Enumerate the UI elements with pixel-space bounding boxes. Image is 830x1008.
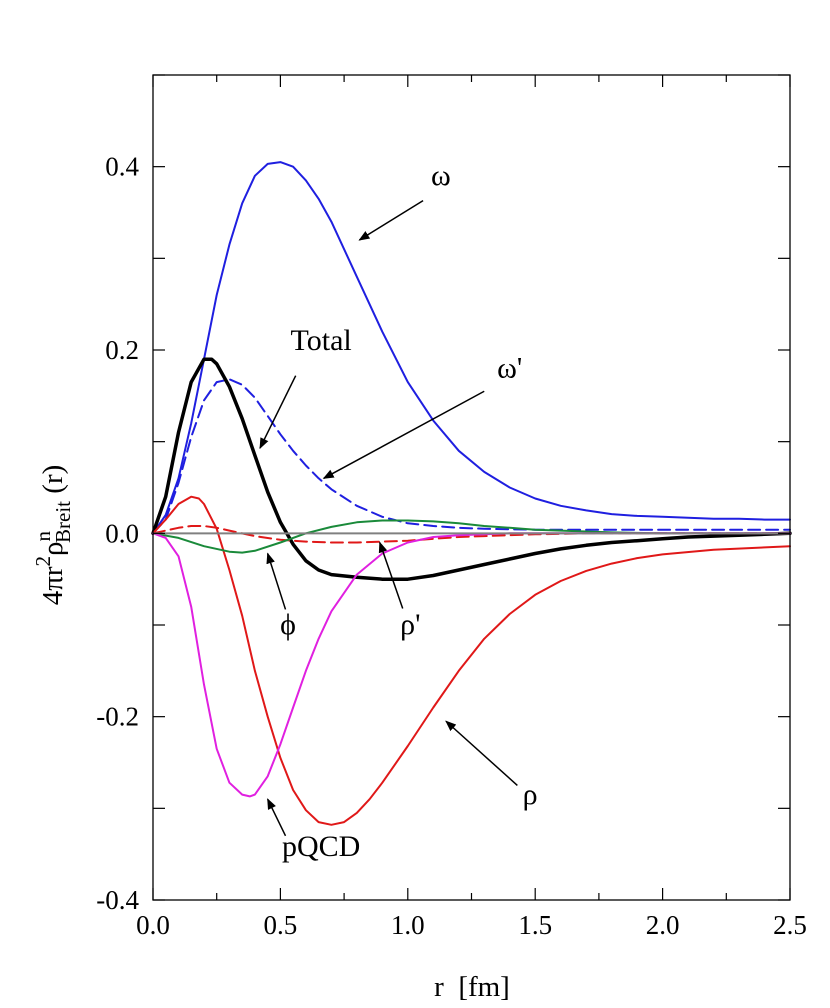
- y-label-suffix: (r): [37, 465, 69, 501]
- series-line-omega-prime: [152, 378, 791, 535]
- series-layer: [151, 161, 792, 826]
- annotation-arrow-omega: [358, 199, 424, 241]
- x-tick-label: 0.5: [264, 910, 298, 940]
- annotation-arrow-total: [259, 375, 297, 450]
- y-label-prefix: 4πr: [37, 566, 69, 605]
- y-axis-label: 4πr2ρnBreit (r): [31, 465, 75, 606]
- y-label-sup2: n: [31, 530, 55, 541]
- y-label-sub: Breit: [51, 501, 75, 543]
- series-line-phi: [152, 519, 791, 554]
- annotation-label-phi: ϕ: [280, 608, 296, 641]
- series-line-rho: [152, 495, 791, 826]
- y-tick-label: 0.0: [105, 518, 139, 548]
- x-axis-label: r [fm]: [434, 971, 510, 1003]
- y-tick-label: 0.4: [105, 152, 139, 182]
- annotation-label-rho: ρ: [523, 778, 538, 811]
- annotation-arrow-omega-prime: [322, 390, 485, 479]
- y-tick-label: 0.2: [105, 335, 139, 365]
- y-tick-label: -0.2: [96, 702, 139, 732]
- annotation-layer: ω Total ω' ϕ ρ' ρ pQCD: [259, 159, 538, 863]
- annotation-label-total: Total: [291, 324, 352, 357]
- series-line-pqcd: [152, 532, 791, 798]
- x-tick-label: 2.5: [773, 910, 807, 940]
- x-tick-label: 2.0: [646, 910, 680, 940]
- y-tick-label: -0.4: [96, 885, 139, 915]
- x-tick-label: 1.5: [518, 910, 552, 940]
- y-label-sup1: 2: [31, 556, 55, 567]
- annotation-label-pqcd: pQCD: [282, 830, 360, 863]
- annotation-label-omega: ω: [431, 159, 451, 192]
- y-label-rho: ρ: [37, 541, 69, 555]
- series-line-omega: [152, 161, 791, 535]
- annotation-arrow-phi: [266, 552, 287, 610]
- x-tick-label: 1.0: [391, 910, 425, 940]
- annotation-label-rho-prime: ρ': [400, 608, 420, 641]
- axes-layer: 0.0 0.5 1.0 1.5 2.0 2.5 -0.4 -0.2 0.0 0.2 0.4: [96, 74, 807, 940]
- annotation-arrow-rho: [445, 720, 518, 786]
- annotation-arrow-rho-prime: [378, 541, 404, 609]
- annotation-label-omega-prime: ω': [497, 352, 522, 385]
- annotation-arrow-pqcd: [266, 798, 287, 837]
- plot-frame: [152, 74, 791, 901]
- x-tick-label: 0.0: [136, 910, 170, 940]
- series-line-total: [151, 357, 792, 581]
- series-line-rho-prime: [152, 525, 791, 544]
